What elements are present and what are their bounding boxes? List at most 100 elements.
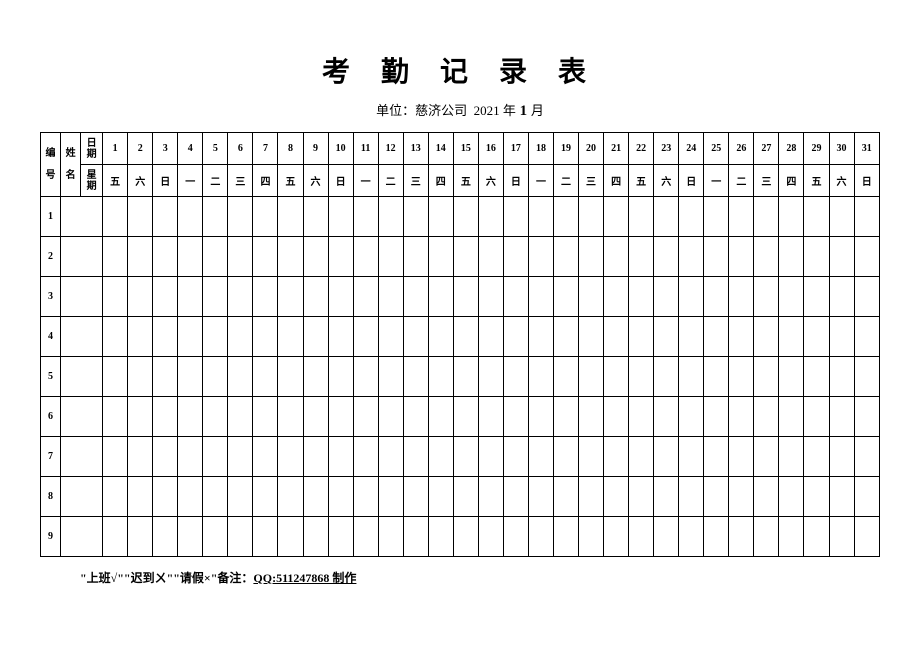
attendance-cell <box>654 517 679 557</box>
attendance-cell <box>153 237 178 277</box>
name-cell <box>61 237 103 277</box>
table-row: 2 <box>41 237 880 277</box>
weekday-header: 六 <box>478 165 503 197</box>
day-header: 2 <box>128 133 153 165</box>
attendance-cell <box>378 477 403 517</box>
row-number: 7 <box>41 437 61 477</box>
attendance-cell <box>528 397 553 437</box>
attendance-cell <box>604 397 629 437</box>
attendance-cell <box>428 517 453 557</box>
attendance-cell <box>704 517 729 557</box>
attendance-cell <box>328 237 353 277</box>
attendance-cell <box>854 237 879 277</box>
day-header: 22 <box>629 133 654 165</box>
attendance-cell <box>403 517 428 557</box>
attendance-cell <box>453 517 478 557</box>
attendance-cell <box>528 517 553 557</box>
attendance-cell <box>528 357 553 397</box>
attendance-cell <box>303 197 328 237</box>
attendance-cell <box>228 197 253 237</box>
day-header: 24 <box>679 133 704 165</box>
attendance-cell <box>428 357 453 397</box>
attendance-cell <box>754 437 779 477</box>
name-cell <box>61 437 103 477</box>
attendance-cell <box>203 277 228 317</box>
attendance-cell <box>228 477 253 517</box>
attendance-cell <box>228 357 253 397</box>
attendance-cell <box>428 397 453 437</box>
attendance-cell <box>203 237 228 277</box>
day-header: 21 <box>604 133 629 165</box>
attendance-cell <box>779 197 804 237</box>
attendance-cell <box>679 237 704 277</box>
table-row: 7 <box>41 437 880 477</box>
day-header: 1 <box>103 133 128 165</box>
attendance-cell <box>353 477 378 517</box>
attendance-cell <box>829 357 854 397</box>
attendance-cell <box>428 477 453 517</box>
attendance-cell <box>553 437 578 477</box>
attendance-cell <box>654 237 679 277</box>
attendance-cell <box>353 517 378 557</box>
header-row-weekdays: 星期 五 六 日 一 二 三 四 五 六 日 一 二 三 四 五 六 日 一 二… <box>41 165 880 197</box>
data-rows-container: 123456789 <box>41 197 880 557</box>
name-column-header: 姓名 <box>61 133 81 197</box>
attendance-cell <box>629 397 654 437</box>
attendance-cell <box>503 357 528 397</box>
subtitle: 单位：慈济公司 2021 年 1 月 <box>40 100 880 120</box>
attendance-cell <box>228 437 253 477</box>
day-header: 6 <box>228 133 253 165</box>
attendance-cell <box>779 477 804 517</box>
attendance-cell <box>303 237 328 277</box>
attendance-table: 编号 姓名 日期 1 2 3 4 5 6 7 8 9 10 11 12 13 1… <box>40 132 880 557</box>
attendance-cell <box>729 517 754 557</box>
weekday-header: 五 <box>278 165 303 197</box>
attendance-cell <box>854 437 879 477</box>
attendance-cell <box>253 317 278 357</box>
attendance-cell <box>328 277 353 317</box>
attendance-cell <box>754 477 779 517</box>
attendance-cell <box>503 277 528 317</box>
weekday-header: 四 <box>604 165 629 197</box>
month-suffix: 月 <box>531 103 544 118</box>
day-header: 30 <box>829 133 854 165</box>
attendance-cell <box>503 477 528 517</box>
day-header: 8 <box>278 133 303 165</box>
attendance-cell <box>253 437 278 477</box>
attendance-cell <box>629 477 654 517</box>
attendance-cell <box>629 437 654 477</box>
attendance-cell <box>754 277 779 317</box>
attendance-cell <box>553 317 578 357</box>
attendance-cell <box>303 277 328 317</box>
weekday-header: 日 <box>854 165 879 197</box>
attendance-cell <box>378 197 403 237</box>
attendance-cell <box>353 357 378 397</box>
attendance-cell <box>779 317 804 357</box>
attendance-cell <box>303 437 328 477</box>
attendance-cell <box>679 477 704 517</box>
day-header: 5 <box>203 133 228 165</box>
attendance-cell <box>253 197 278 237</box>
attendance-cell <box>604 237 629 277</box>
weekday-header: 六 <box>654 165 679 197</box>
attendance-cell <box>804 397 829 437</box>
attendance-cell <box>228 237 253 277</box>
attendance-cell <box>453 277 478 317</box>
attendance-cell <box>378 357 403 397</box>
attendance-cell <box>729 317 754 357</box>
attendance-cell <box>779 437 804 477</box>
attendance-cell <box>503 517 528 557</box>
weekday-header: 五 <box>103 165 128 197</box>
attendance-cell <box>503 437 528 477</box>
day-header: 11 <box>353 133 378 165</box>
attendance-cell <box>128 317 153 357</box>
attendance-cell <box>178 357 203 397</box>
attendance-cell <box>604 477 629 517</box>
attendance-cell <box>553 237 578 277</box>
attendance-cell <box>804 237 829 277</box>
row-number: 5 <box>41 357 61 397</box>
attendance-cell <box>178 437 203 477</box>
attendance-cell <box>553 197 578 237</box>
attendance-cell <box>704 317 729 357</box>
attendance-cell <box>128 517 153 557</box>
